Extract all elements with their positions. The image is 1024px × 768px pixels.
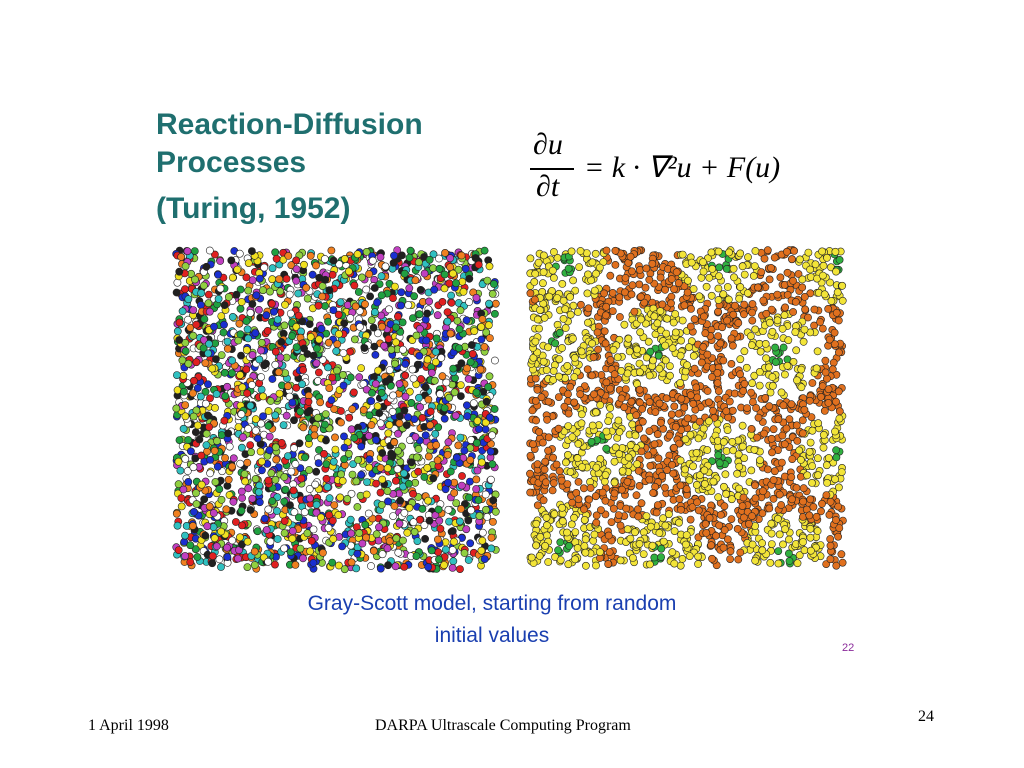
equation-denominator: ∂t [536,170,560,203]
equation-numerator: ∂u [533,128,563,161]
turing-pattern [526,246,847,570]
caption-line: initial values [434,624,550,647]
title-line: (Turing, 1952) [156,192,351,225]
footer-date: 1 April 1998 [88,717,169,734]
caption-line: Gray-Scott model, starting from random [307,592,677,615]
random-pattern [172,246,500,574]
title-line: Reaction-Diffusion [156,108,423,141]
equation-rhs: = k · ∇²u + F(u) [584,151,781,184]
footer-program: DARPA Ultrascale Computing Program [375,717,631,734]
page-number: 24 [918,708,934,725]
source-page: 22 [842,642,855,654]
fraction-bar [530,168,574,170]
title-line: Processes [156,146,307,179]
